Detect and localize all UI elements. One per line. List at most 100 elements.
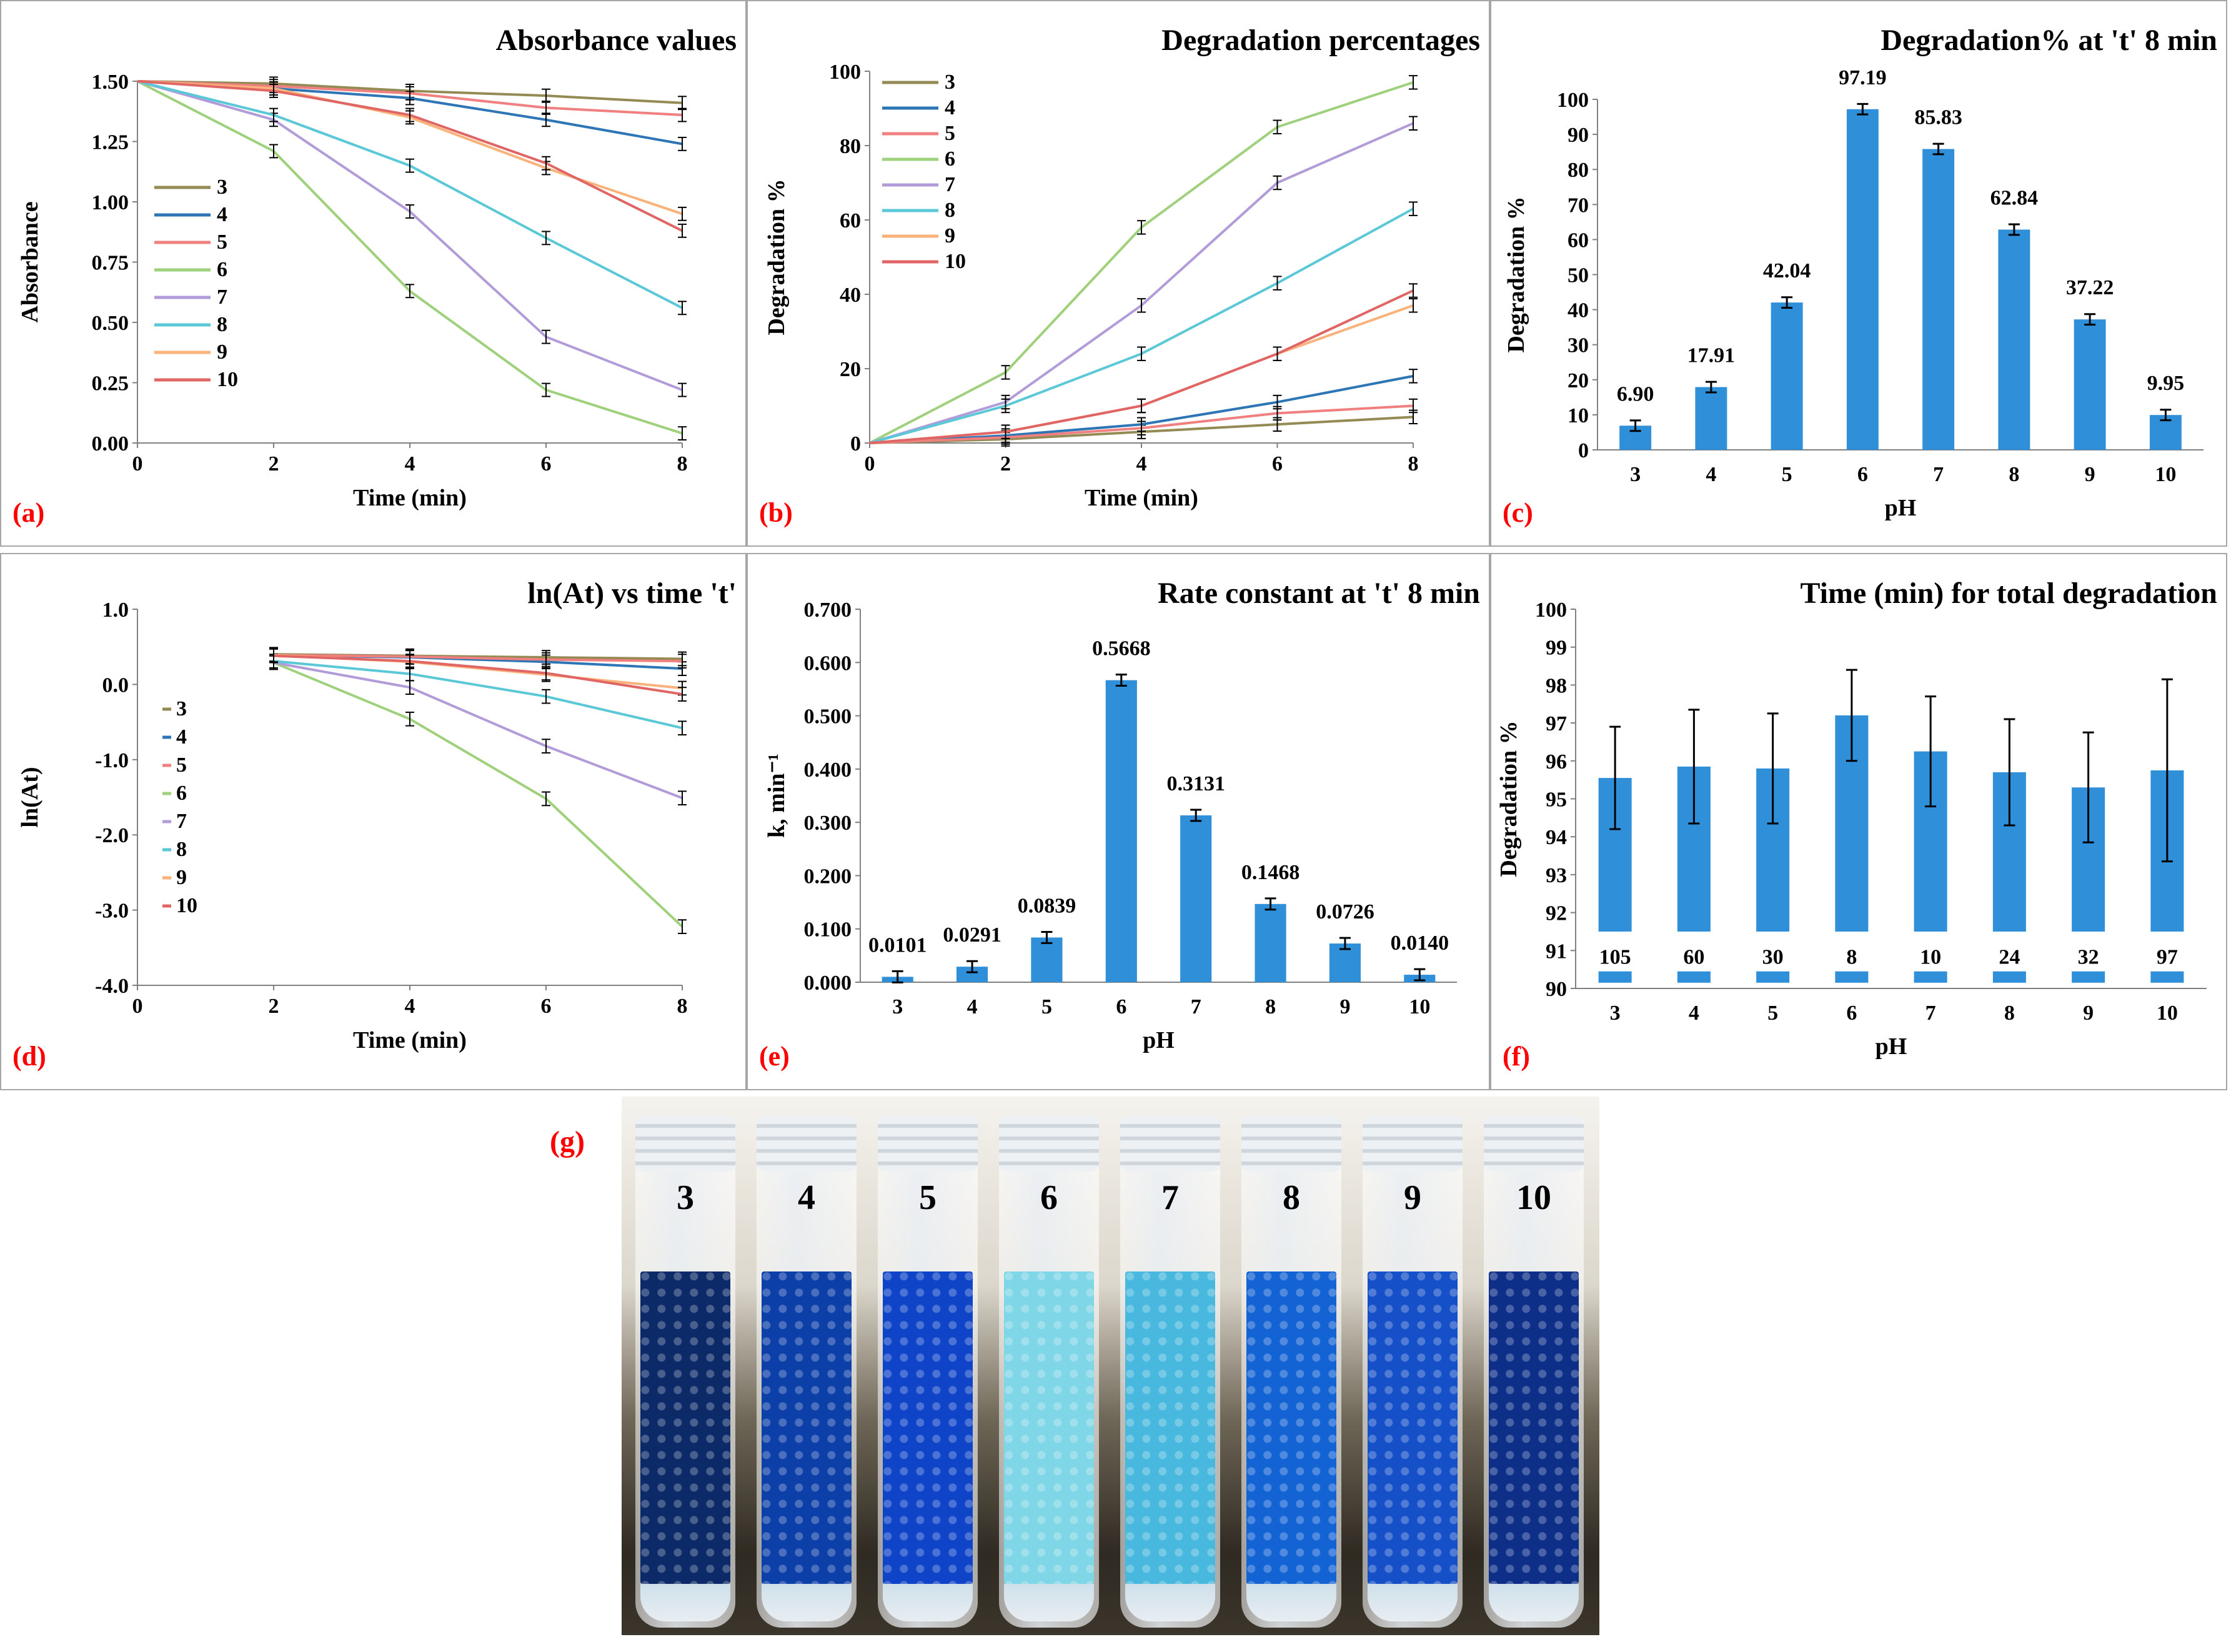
legend-entry-ph8: 8 [176,838,187,861]
y-tick-label: 40 [1568,299,1589,322]
legend-entry-ph5: 5 [176,754,187,777]
legend-entry-ph8: 8 [217,313,227,336]
x-tick-label: 2 [269,452,279,475]
panel-label-g: (g) [550,1125,585,1158]
x-tick-label: 9 [2083,1002,2094,1025]
vial-ph3: 3 [635,1115,735,1628]
legend-entry-ph5: 5 [217,231,227,254]
data-label: 0.1468 [1241,861,1300,884]
y-axis-label: Degradation % [1496,720,1522,877]
y-tick-label: 97 [1546,712,1567,735]
legend-entry-ph4: 4 [945,96,955,119]
y-tick-label: 100 [829,61,861,84]
x-tick-label: 9 [1339,995,1350,1018]
x-tick-label: 5 [1782,463,1792,486]
bar-ph8 [1255,903,1286,982]
x-tick-label: 6 [541,995,552,1018]
panel-e: Rate constant at 't' 8 min (e) 0.000 0.100 0… [747,553,1490,1090]
y-tick-label: 60 [840,209,861,232]
x-tick-label: 4 [1136,452,1147,475]
vial-label: 6 [1040,1178,1058,1217]
data-label: 0.5668 [1092,637,1151,660]
panel-label: (e) [759,1041,790,1072]
y-tick-label: 50 [1568,264,1589,287]
vial-ph4: 4 [757,1115,857,1628]
y-tick-label: 0.000 [804,972,852,995]
x-tick-label: 7 [1925,1002,1936,1025]
vial-label: 3 [677,1178,694,1217]
data-label: 24 [1999,945,2020,968]
vial-solution [883,1271,973,1584]
x-tick-label: 8 [1265,995,1276,1018]
chart-title: Degradation% at 't' 8 min [1881,24,2217,57]
y-tick-label: 98 [1546,674,1567,697]
vial-solution [1368,1271,1458,1584]
y-tick-label: 20 [1568,369,1589,392]
bar-ph5 [1031,937,1063,982]
x-tick-label: 2 [269,995,279,1018]
x-tick-label: 7 [1191,995,1201,1018]
x-tick-label: 9 [2085,463,2095,486]
vial-label: 7 [1161,1178,1179,1217]
legend-entry-ph10: 10 [945,250,966,273]
y-tick-label: 94 [1546,826,1567,849]
vial-label: 8 [1283,1178,1300,1217]
y-tick-label: 99 [1546,637,1567,660]
x-tick-label: 0 [132,452,143,475]
data-label: 0.0839 [1018,894,1076,917]
data-label: 8 [1846,945,1857,968]
vial-ph10: 10 [1484,1115,1584,1628]
legend-entry-ph9: 9 [176,866,187,889]
vial-solution [640,1271,730,1584]
y-tick-label: 0 [1578,439,1589,462]
x-tick-label: 8 [677,995,688,1018]
data-label: 17.91 [1687,344,1736,367]
x-tick-label: 0 [865,452,875,475]
chart-title: Degradation percentages [1161,24,1480,57]
data-label: 37.22 [2066,276,2114,299]
y-tick-label: 90 [1546,978,1567,1001]
y-tick-label: 1.50 [92,71,129,94]
x-tick-label: 6 [541,452,552,475]
x-tick-label: 10 [2157,1002,2178,1025]
panel-label: (b) [759,497,793,528]
data-label: 10 [1920,945,1941,968]
series-line-ph7 [869,122,1414,444]
x-tick-label: 6 [1857,463,1868,486]
x-tick-label: 8 [2009,463,2019,486]
legend-entry-ph10: 10 [176,894,197,917]
panel-label: (a) [12,497,44,528]
y-tick-label: 0.50 [92,312,129,335]
x-axis-label: pH [1143,1027,1175,1053]
vial-bottom [1368,1584,1458,1621]
vial-bottom [883,1584,973,1621]
vial-label: 9 [1404,1178,1421,1217]
y-tick-label: 40 [840,284,861,307]
data-label: 0.0291 [943,923,1001,947]
bar-ph8 [1998,229,2030,450]
legend-entry-ph4: 4 [217,203,227,226]
legend-entry-ph9: 9 [945,224,955,247]
vial-solution [1489,1271,1579,1584]
panel-c: Degradation% at 't' 8 min (c) 0 10 20 30 40 50 6… [1490,0,2227,547]
bar-ph5 [1756,971,1790,983]
y-tick-label: -3.0 [95,900,129,923]
vial-ph8: 8 [1241,1115,1341,1628]
legend-entry-ph6: 6 [176,782,187,805]
vial-cap [1363,1115,1463,1172]
x-axis-label: Time (min) [353,1027,467,1053]
series-line-ph5 [273,654,683,663]
chart-f: Time (min) for total degradation (f) 90 91 9… [1496,577,2217,1072]
x-tick-label: 8 [1408,452,1419,475]
bar-ph9 [2072,971,2105,983]
bar-ph4 [1677,971,1711,983]
y-tick-label: 0.400 [804,759,852,782]
vial-bottom [762,1584,852,1621]
legend-entry-ph5: 5 [945,122,955,145]
y-tick-label: 100 [1557,89,1589,112]
vials-photo: 3 4 5 6 7 8 9 10 [622,1097,1599,1635]
legend-entry-ph7: 7 [217,286,227,309]
y-axis-label: k, min⁻¹ [763,754,790,838]
y-tick-label: 0.75 [92,252,129,275]
data-label: 97.19 [1839,66,1887,89]
